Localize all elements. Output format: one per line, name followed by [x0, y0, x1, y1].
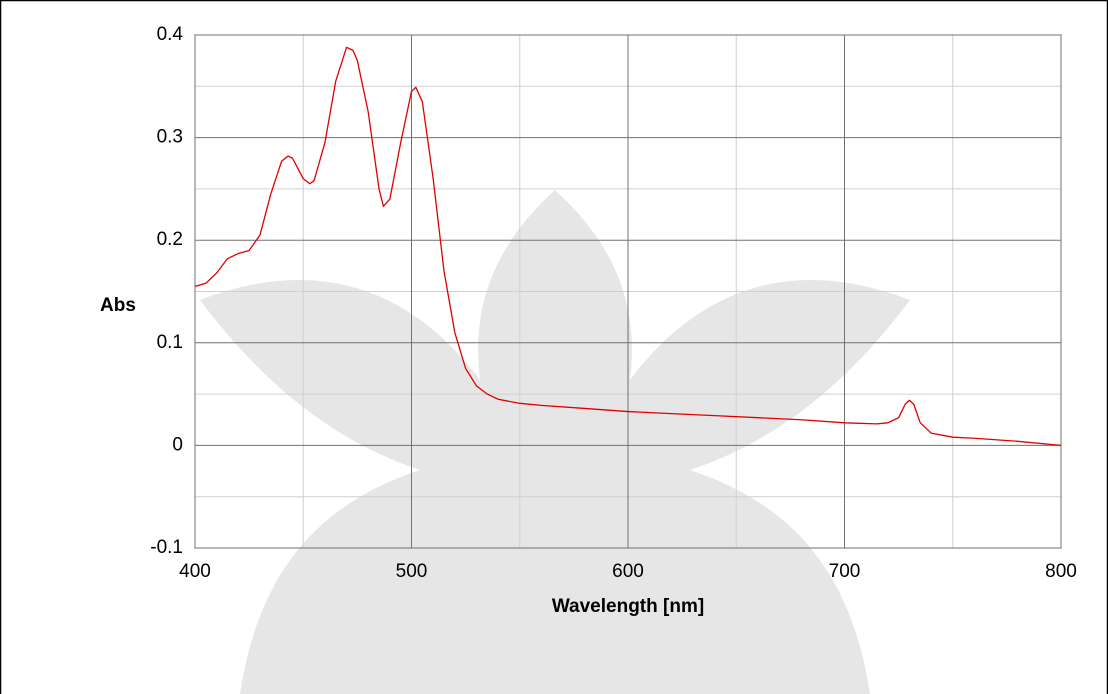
watermark	[200, 190, 910, 694]
y-tick-label: 0.2	[157, 229, 183, 250]
y-tick-label: -0.1	[150, 537, 183, 558]
x-tick-label: 500	[396, 561, 428, 582]
x-tick-label: 700	[829, 561, 861, 582]
y-tick-label: 0.3	[157, 127, 183, 148]
x-axis-label: Wavelength [nm]	[552, 596, 704, 617]
watermark-shape	[200, 190, 910, 694]
y-tick-label: 0	[172, 434, 183, 455]
y-tick-label: 0.1	[157, 332, 183, 353]
y-axis-label: Abs	[100, 295, 136, 316]
spectrum-line	[194, 46, 1062, 447]
x-tick-label: 800	[1045, 561, 1077, 582]
x-tick-label: 400	[179, 561, 211, 582]
y-tick-label: 0.4	[157, 24, 184, 45]
x-tick-label: 600	[612, 561, 644, 582]
